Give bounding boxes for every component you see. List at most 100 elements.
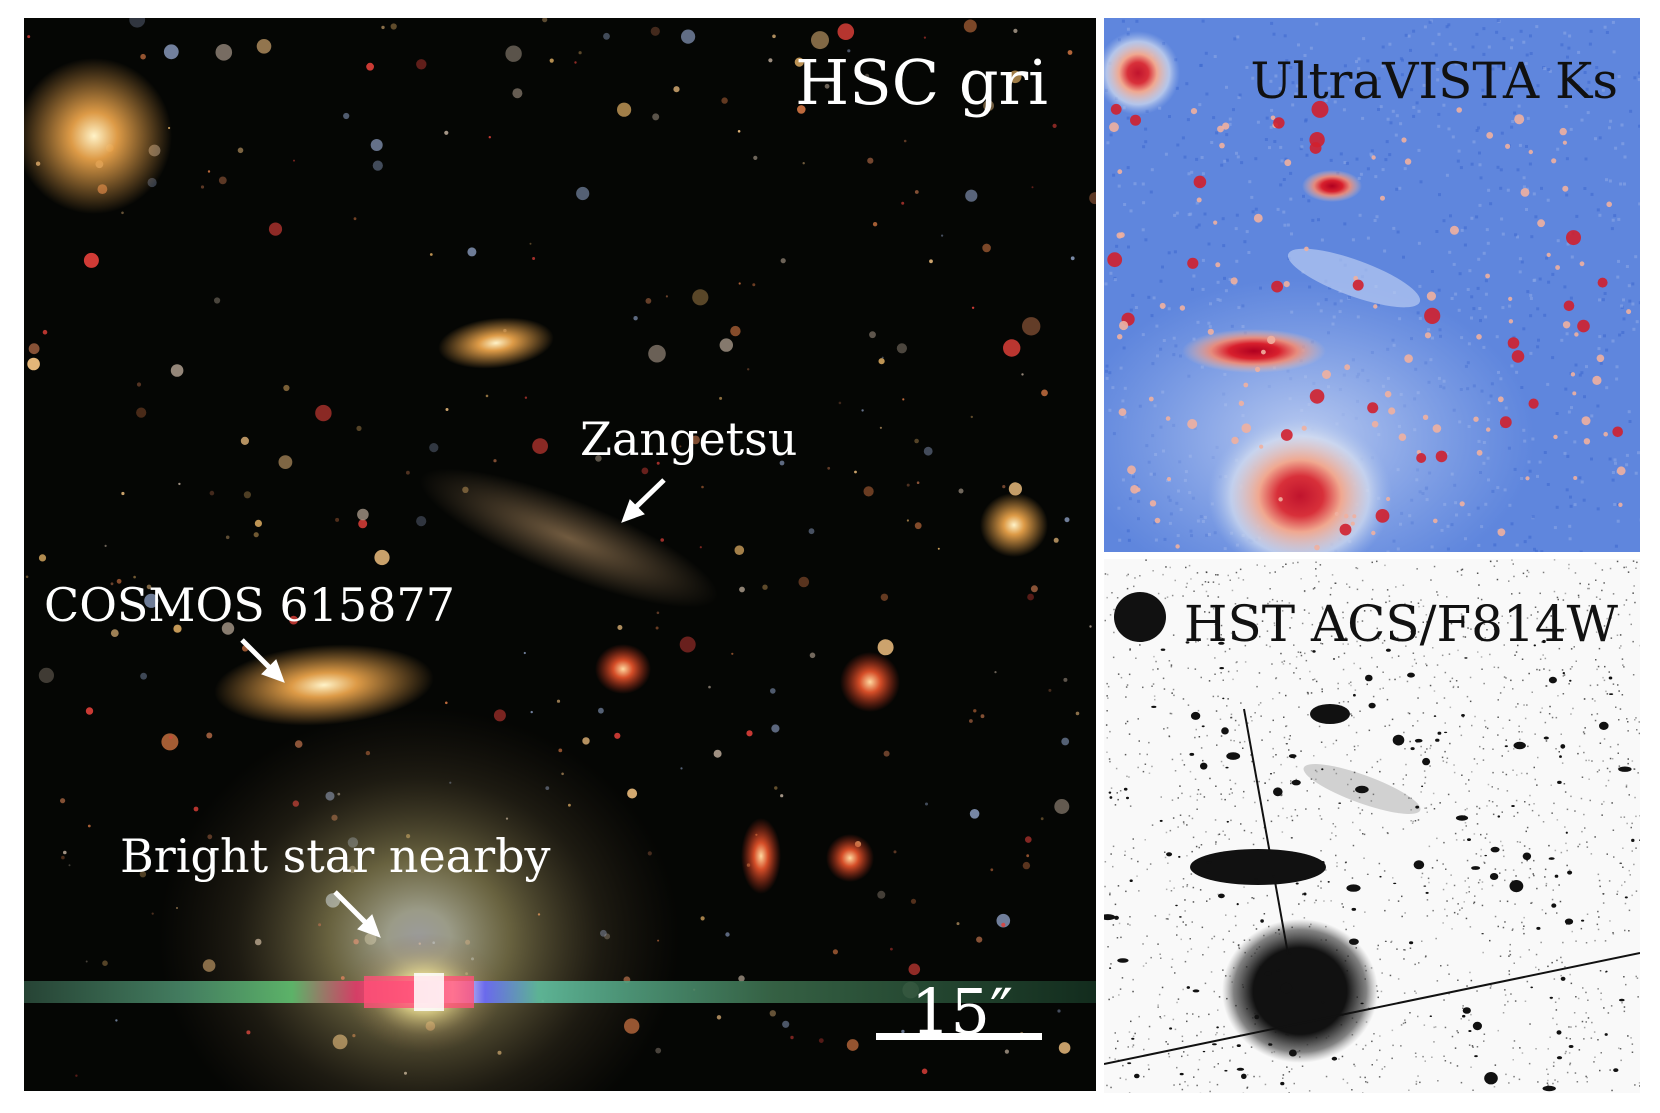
hst-noise-pixel <box>1605 690 1607 693</box>
background-source <box>28 343 40 355</box>
ultravista-ks-title: UltraVISTA Ks <box>1250 52 1618 110</box>
hst-noise-pixel <box>1313 755 1315 757</box>
hst-noise-pixel <box>1386 589 1389 591</box>
background-source <box>827 466 831 470</box>
hst-noise-pixel <box>1524 801 1526 803</box>
ks-noise-pixel <box>1279 183 1283 187</box>
hst-noise-pixel <box>1635 717 1637 719</box>
hst-noise-pixel <box>1610 1005 1613 1007</box>
ks-source <box>1435 450 1448 463</box>
hst-noise-pixel <box>1474 895 1476 897</box>
hst-noise-pixel <box>1300 654 1303 657</box>
hst-noise-pixel <box>1527 745 1529 748</box>
hst-noise-pixel <box>1599 598 1601 600</box>
zangetsu-galaxy <box>419 468 719 608</box>
hst-noise-pixel <box>1609 746 1612 748</box>
hst-noise-pixel <box>1263 913 1266 915</box>
hst-noise-pixel <box>1603 582 1605 584</box>
hst-noise-pixel <box>1160 796 1162 798</box>
hst-noise-pixel <box>1565 1050 1567 1053</box>
background-source <box>110 582 114 586</box>
hst-noise-pixel <box>1518 731 1520 733</box>
hst-noise-pixel <box>1146 753 1148 756</box>
hst-noise-pixel <box>1588 583 1590 586</box>
hst-noise-pixel <box>1579 582 1581 585</box>
hst-noise-pixel <box>1432 792 1435 795</box>
background-source <box>603 32 610 40</box>
hst-source <box>1289 1049 1297 1057</box>
hst-noise-pixel <box>1494 868 1497 870</box>
hst-noise-pixel <box>1163 1015 1166 1017</box>
ks-noise-pixel <box>1590 457 1593 461</box>
ks-source <box>1424 332 1432 339</box>
hst-noise-pixel <box>1316 770 1318 773</box>
hst-noise-pixel <box>1611 802 1613 804</box>
ks-source <box>1559 127 1567 136</box>
hst-source <box>1423 885 1427 887</box>
hst-noise-pixel <box>1422 621 1424 623</box>
hst-noise-pixel <box>1523 704 1525 706</box>
ks-source <box>1404 158 1412 165</box>
hst-noise-pixel <box>1107 685 1110 688</box>
hst-noise-pixel <box>1357 745 1359 747</box>
hst-noise-pixel <box>1119 790 1122 792</box>
hst-noise-pixel <box>1508 955 1510 957</box>
ks-noise-pixel <box>1282 210 1286 214</box>
hst-noise-pixel <box>1272 756 1274 758</box>
ks-noise-pixel <box>1522 40 1526 44</box>
hst-noise-pixel <box>1596 684 1599 686</box>
hst-source <box>1567 870 1573 875</box>
hst-source <box>1201 725 1205 728</box>
hst-noise-pixel <box>1152 570 1154 572</box>
hst-noise-pixel <box>1508 973 1511 976</box>
hst-noise-pixel <box>1488 800 1491 802</box>
hst-noise-pixel <box>1585 1012 1587 1014</box>
hst-noise-pixel <box>1411 665 1414 667</box>
hst-noise-pixel <box>1320 642 1322 645</box>
ks-noise-pixel <box>1590 192 1594 196</box>
hst-noise-pixel <box>1114 1058 1116 1060</box>
ks-noise-pixel <box>1587 80 1591 84</box>
hst-noise-pixel <box>1503 676 1506 678</box>
hst-noise-pixel <box>1596 668 1598 671</box>
hst-noise-pixel <box>1388 678 1391 681</box>
hst-noise-pixel <box>1466 985 1468 987</box>
hst-noise-pixel <box>1581 830 1583 833</box>
hst-noise-pixel <box>1158 993 1161 996</box>
hst-noise-pixel <box>1504 869 1507 871</box>
hst-noise-pixel <box>1564 791 1567 793</box>
hst-noise-pixel <box>1186 884 1189 886</box>
ks-noise-pixel <box>1596 208 1600 212</box>
hst-noise-pixel <box>1613 856 1615 858</box>
ks-noise-pixel <box>1299 147 1303 151</box>
ks-noise-pixel <box>1233 37 1237 41</box>
hst-noise-pixel <box>1408 797 1410 799</box>
background-source <box>193 806 199 812</box>
hst-noise-pixel <box>1276 600 1278 603</box>
ks-source <box>1259 444 1264 449</box>
ks-noise-pixel <box>1535 25 1539 29</box>
hst-noise-pixel <box>1122 1064 1124 1067</box>
background-source <box>532 257 536 260</box>
hst-noise-pixel <box>1457 913 1459 915</box>
ks-noise-pixel <box>1484 315 1488 319</box>
hst-noise-pixel <box>1492 771 1494 774</box>
hst-noise-pixel <box>1335 854 1337 857</box>
hst-noise-pixel <box>1464 636 1467 638</box>
hst-noise-pixel <box>1548 713 1551 715</box>
ks-noise-pixel <box>1628 299 1632 303</box>
hst-noise-pixel <box>1391 718 1394 721</box>
hst-noise-pixel <box>1420 745 1422 748</box>
background-source <box>864 73 870 79</box>
hst-noise-pixel <box>1612 683 1615 685</box>
ks-source <box>1344 364 1351 371</box>
ks-noise-pixel <box>1457 149 1461 153</box>
ks-noise-pixel <box>1126 116 1130 120</box>
hst-noise-pixel <box>1528 949 1530 951</box>
hst-noise-pixel <box>1498 622 1500 624</box>
hst-noise-pixel <box>1476 813 1478 815</box>
hst-source <box>1366 873 1369 875</box>
hst-noise-pixel <box>1564 1052 1567 1055</box>
hst-noise-pixel <box>1529 868 1532 870</box>
ks-noise-pixel <box>1536 307 1540 311</box>
